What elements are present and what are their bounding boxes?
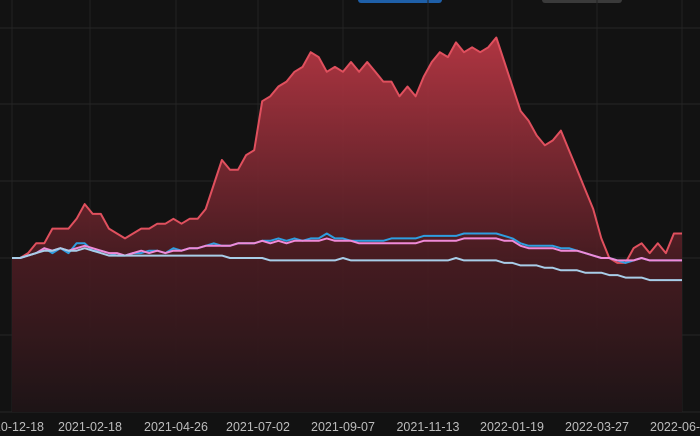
series-3-line xyxy=(12,247,682,282)
x-tick-label-2: 2021-04-26 xyxy=(144,420,208,434)
x-tick-label-7: 2022-03-27 xyxy=(565,420,629,434)
series-0-line xyxy=(12,36,682,264)
top-secondary-button[interactable] xyxy=(542,0,622,3)
x-tick-label-8: 2022-06-02 xyxy=(650,420,700,434)
series-group xyxy=(12,36,682,412)
x-tick-label-3: 2021-07-02 xyxy=(226,420,290,434)
x-tick-label-0: 2020-12-18 xyxy=(0,420,44,434)
top-primary-button[interactable] xyxy=(358,0,442,3)
x-tick-label-6: 2022-01-19 xyxy=(480,420,544,434)
x-tick-label-4: 2021-09-07 xyxy=(311,420,375,434)
x-tick-label-1: 2021-02-18 xyxy=(58,420,122,434)
x-tick-label-5: 2021-11-13 xyxy=(396,420,459,434)
x-axis: 2020-12-18 2021-02-18 2021-04-26 2021-07-02… xyxy=(0,420,700,434)
series-0-area xyxy=(12,37,682,412)
